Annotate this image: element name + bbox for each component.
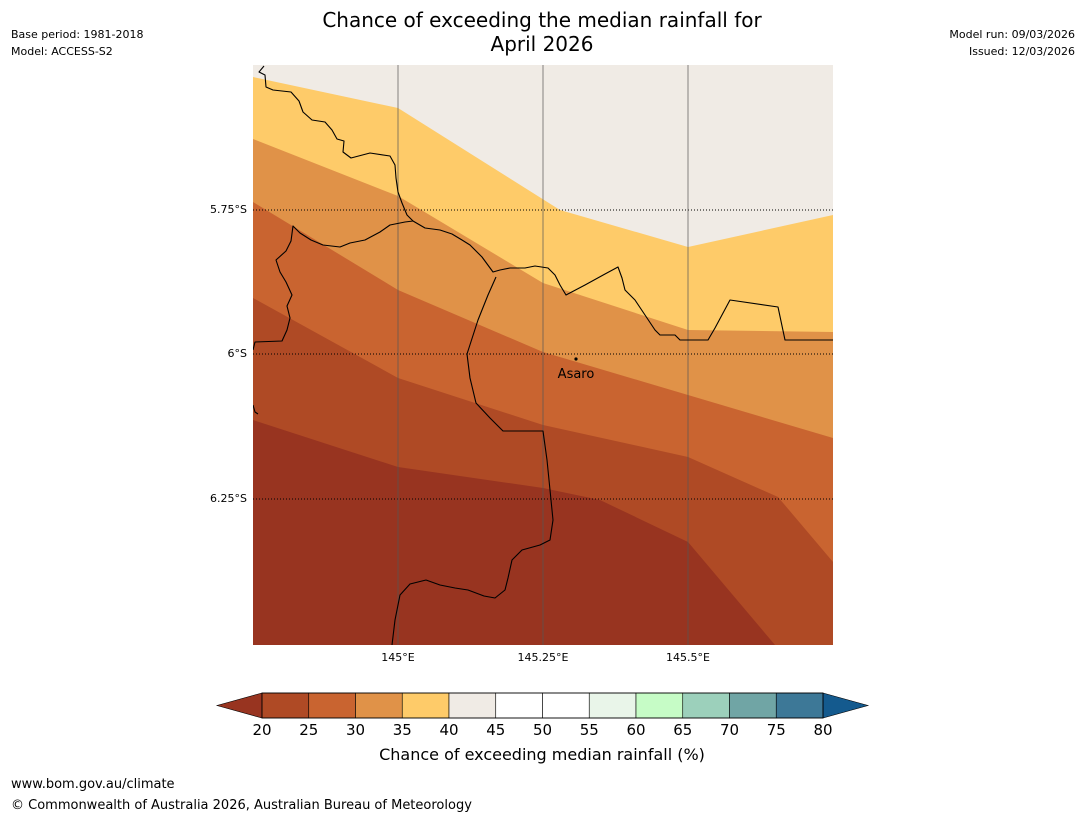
lat-label: 6°S <box>228 347 247 360</box>
map-title: Chance of exceeding the median rainfall … <box>242 8 842 56</box>
colorbar-tick-label: 75 <box>767 721 786 739</box>
band-below-20 <box>253 420 775 645</box>
colorbar-title: Chance of exceeding median rainfall (%) <box>379 745 705 764</box>
colorbar-tick-label: 25 <box>299 721 318 739</box>
colorbar-tick-label: 80 <box>813 721 832 739</box>
colorbar-swatch <box>775 692 824 719</box>
model-run: Model run: 09/03/2026 <box>949 28 1075 41</box>
model-name: Model: ACCESS-S2 <box>11 45 113 58</box>
colorbar-swatch <box>495 692 543 719</box>
colorbar-swatch <box>448 692 497 719</box>
colorbar-tick-label: 50 <box>533 721 552 739</box>
colorbar-tick-label: 70 <box>720 721 739 739</box>
town-marker <box>574 357 578 361</box>
colorbar-tick-label: 35 <box>393 721 412 739</box>
colorbar-boxes <box>261 692 824 719</box>
map-area <box>253 65 833 645</box>
colorbar-tick-label: 20 <box>252 721 271 739</box>
place-label: Asaro <box>558 367 595 382</box>
colorbar-tick-label: 30 <box>346 721 365 739</box>
colorbar-swatch <box>635 692 684 719</box>
colorbar-swatch <box>401 692 450 719</box>
axis-labels: 5.75°S 6°S 6.25°S 145°E 145.25°E 145.5°E <box>210 203 710 664</box>
footer-copyright: © Commonwealth of Australia 2026, Austra… <box>11 798 472 813</box>
province-boundaries <box>253 65 833 645</box>
colorbar-swatch <box>588 692 637 719</box>
title-line-1: Chance of exceeding the median rainfall … <box>322 8 762 32</box>
colorbar-tick-label: 65 <box>673 721 692 739</box>
colorbar-swatch <box>308 692 356 719</box>
lon-label: 145.25°E <box>518 651 569 664</box>
colorbar-swatch <box>261 692 310 719</box>
colorbar-arrow-high <box>822 692 870 719</box>
colorbar: 20 25 30 35 40 45 50 55 60 65 70 75 80 <box>215 692 870 739</box>
colorbar-swatch <box>355 692 403 719</box>
footer: www.bom.gov.au/climate © Commonwealth of… <box>11 774 472 816</box>
lat-label: 6.25°S <box>210 492 247 505</box>
base-period: Base period: 1981-2018 <box>11 28 144 41</box>
footer-url: www.bom.gov.au/climate <box>11 777 175 792</box>
colorbar-tick-label: 55 <box>580 721 599 739</box>
colorbar-tick-label: 45 <box>486 721 505 739</box>
lon-label: 145.5°E <box>666 651 710 664</box>
colorbar-tick-label: 40 <box>439 721 458 739</box>
colorbar-ticks: 20 25 30 35 40 45 50 55 60 65 70 75 80 <box>252 721 832 739</box>
colorbar-frame <box>261 692 824 719</box>
lat-label: 5.75°S <box>210 203 247 216</box>
boundary-ridge <box>412 220 833 341</box>
colorbar-arrow-low <box>215 692 263 719</box>
colorbar-tick-label: 60 <box>626 721 645 739</box>
colorbar-swatch <box>542 692 590 719</box>
meta-right: Model run: 09/03/2026 Issued: 12/03/2026 <box>949 26 1075 60</box>
boundary-central <box>391 276 554 645</box>
boundary-west-edge <box>253 404 259 415</box>
issued-date: Issued: 12/03/2026 <box>968 45 1075 58</box>
colorbar-swatch <box>682 692 730 719</box>
colorbar-swatch <box>729 692 777 719</box>
title-line-2: April 2026 <box>490 32 594 56</box>
meta-left: Base period: 1981-2018 Model: ACCESS-S2 <box>11 26 143 60</box>
lon-label: 145°E <box>381 651 414 664</box>
